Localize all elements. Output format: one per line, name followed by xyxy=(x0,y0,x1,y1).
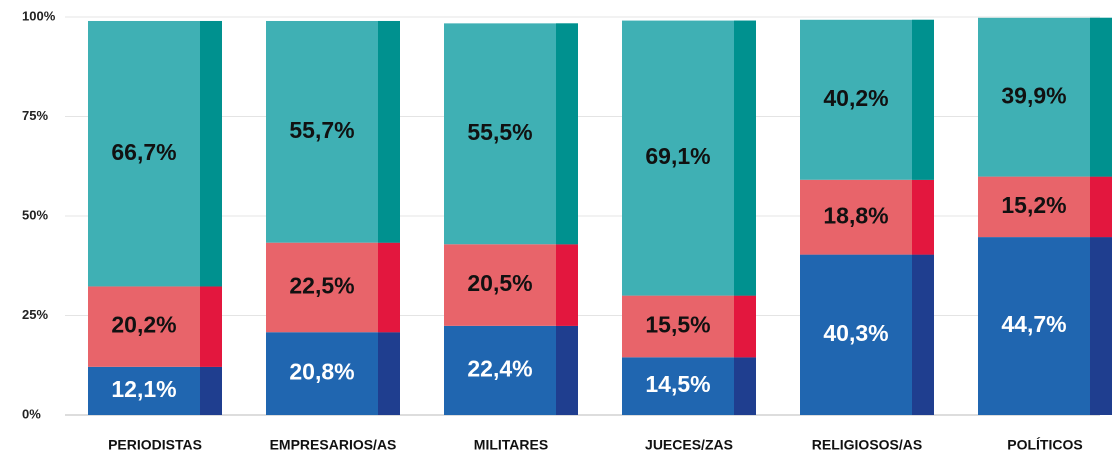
bar-segment xyxy=(978,237,1112,415)
bar-segment xyxy=(800,254,934,415)
bar-segment xyxy=(88,286,222,367)
bar-segment xyxy=(800,179,934,255)
bar-shade xyxy=(556,23,578,245)
value-label: 22,5% xyxy=(289,273,354,299)
bar-segment xyxy=(444,244,578,326)
bar-shade xyxy=(378,332,400,415)
value-label: 55,7% xyxy=(289,117,354,143)
value-label: 66,7% xyxy=(111,139,176,165)
x-tick-label: POLÍTICOS xyxy=(1007,437,1082,453)
bar-shade xyxy=(1090,237,1112,415)
bar-shade xyxy=(200,20,222,287)
x-tick-label: EMPRESARIOS/AS xyxy=(270,437,397,453)
bar-segment xyxy=(978,17,1112,177)
bar-shade xyxy=(1090,176,1112,238)
value-label: 40,2% xyxy=(823,85,888,111)
bar-shade xyxy=(1090,17,1112,177)
bar-segment xyxy=(444,325,578,415)
value-label: 69,1% xyxy=(645,143,710,169)
bar-segment xyxy=(266,332,400,415)
bar-shade xyxy=(200,366,222,415)
bar-segment xyxy=(266,20,400,243)
bar-segment xyxy=(622,295,756,358)
x-tick-label: MILITARES xyxy=(474,437,548,453)
bar-shade xyxy=(378,20,400,243)
y-tick-label: 100% xyxy=(22,8,56,23)
bar-segment xyxy=(88,366,222,415)
x-tick-label: PERIODISTAS xyxy=(108,437,202,453)
value-label: 44,7% xyxy=(1001,311,1066,337)
y-tick-label: 50% xyxy=(22,207,48,222)
bar-shade xyxy=(200,286,222,367)
value-label: 20,5% xyxy=(467,270,532,296)
value-label: 15,2% xyxy=(1001,192,1066,218)
bar-shade xyxy=(734,295,756,358)
value-label: 14,5% xyxy=(645,371,710,397)
bar-shade xyxy=(912,19,934,180)
bar-shade xyxy=(378,242,400,333)
y-tick-label: 25% xyxy=(22,307,48,322)
value-label: 22,4% xyxy=(467,356,532,382)
y-tick-label: 0% xyxy=(22,406,41,421)
value-label: 15,5% xyxy=(645,312,710,338)
bar-shade xyxy=(556,325,578,415)
x-tick-label: RELIGIOSOS/AS xyxy=(812,437,922,453)
bar-segment xyxy=(978,176,1112,238)
value-label: 39,9% xyxy=(1001,82,1066,108)
bar-shade xyxy=(912,254,934,415)
value-label: 12,1% xyxy=(111,376,176,402)
x-tick-label: JUECES/ZAS xyxy=(645,437,733,453)
value-label: 55,5% xyxy=(467,119,532,145)
value-label: 20,2% xyxy=(111,312,176,338)
y-tick-label: 75% xyxy=(22,108,48,123)
bar-segment xyxy=(88,20,222,287)
value-label: 40,3% xyxy=(823,320,888,346)
bar-shade xyxy=(556,244,578,326)
bar-segment xyxy=(444,23,578,245)
bar-shade xyxy=(912,179,934,255)
bar-segment xyxy=(622,20,756,296)
value-label: 20,8% xyxy=(289,359,354,385)
bar-segment xyxy=(800,19,934,180)
bar-shade xyxy=(734,20,756,296)
bar-segment xyxy=(622,357,756,415)
value-label: 18,8% xyxy=(823,202,888,228)
bar-segment xyxy=(266,242,400,333)
bar-shade xyxy=(734,357,756,415)
